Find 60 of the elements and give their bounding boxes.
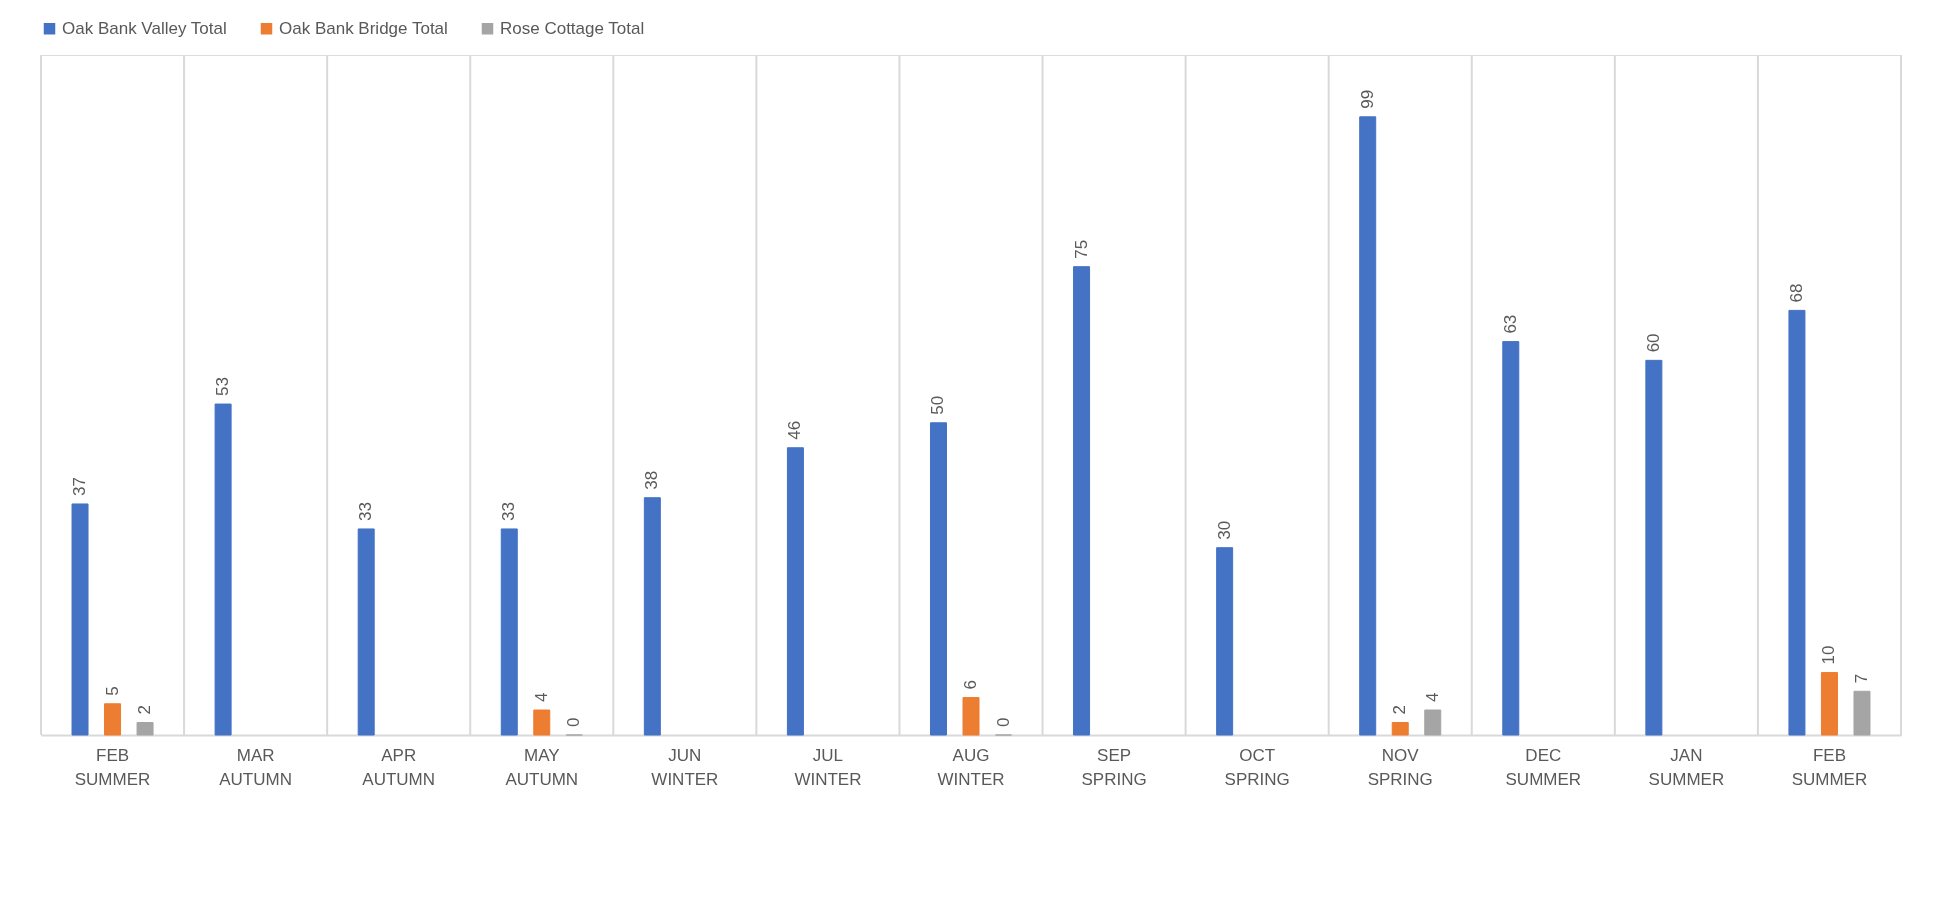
data-label: 0 [564, 717, 584, 727]
x-tick-label: JUL WINTER [794, 745, 862, 789]
x-tick-label: MAY AUTUMN [505, 745, 579, 789]
data-label: 4 [531, 692, 551, 703]
x-tick-label: SEP SPRING [1081, 745, 1147, 789]
data-label: 0 [993, 717, 1013, 727]
bar [643, 497, 661, 736]
data-label: 2 [135, 705, 155, 715]
bar [1645, 359, 1663, 736]
x-tick-label: FEB SUMMER [74, 745, 151, 789]
bar [533, 709, 551, 736]
x-tick-label: OCT SPRING [1224, 745, 1290, 789]
legend-label: Rose Cottage Total [500, 18, 645, 38]
data-label: 33 [356, 502, 376, 521]
bar [962, 697, 980, 736]
bar [1853, 690, 1871, 736]
bar [214, 403, 232, 736]
bar [1424, 709, 1442, 736]
data-label: 99 [1357, 89, 1377, 109]
bar [71, 503, 89, 736]
legend-label: Oak Bank Valley Total [62, 18, 227, 38]
x-tick-label: MAR AUTUMN [219, 745, 292, 789]
data-label: 33 [499, 502, 519, 521]
data-label: 6 [961, 680, 980, 690]
data-label: 60 [1643, 333, 1663, 353]
bar [1502, 341, 1520, 736]
data-label: 5 [102, 686, 122, 696]
data-label: 53 [213, 377, 233, 397]
data-label: 38 [642, 470, 662, 490]
bar [500, 528, 518, 736]
data-label: 63 [1500, 314, 1520, 334]
x-tick-label: NOV SPRING [1367, 745, 1433, 789]
bar [357, 528, 375, 736]
x-tick-label: AUG WINTER [937, 745, 1005, 789]
data-label: 75 [1071, 239, 1091, 259]
data-label: 7 [1851, 673, 1871, 684]
x-tick-label: FEB SUMMER [1791, 745, 1868, 789]
data-label: 68 [1786, 283, 1806, 303]
x-tick-label: JUN WINTER [651, 745, 719, 789]
bar [136, 722, 154, 736]
bar [1216, 547, 1234, 736]
bar [1391, 722, 1409, 736]
bar [1359, 116, 1377, 736]
bar [929, 422, 947, 736]
bar [1073, 266, 1091, 736]
x-tick-label: JAN SUMMER [1648, 745, 1725, 789]
data-label: 37 [70, 477, 90, 496]
bar [1820, 672, 1838, 736]
data-label: 4 [1422, 692, 1442, 703]
bar [786, 447, 804, 736]
x-tick-label: DEC SUMMER [1505, 745, 1582, 789]
bar [104, 703, 122, 736]
data-label: 2 [1390, 705, 1410, 715]
data-label: 50 [928, 395, 948, 415]
data-label: 30 [1214, 520, 1234, 540]
data-label: 46 [785, 420, 805, 440]
data-label: 10 [1819, 645, 1839, 665]
x-tick-label: APR AUTUMN [362, 745, 436, 789]
bar [1788, 309, 1806, 736]
legend-label: Oak Bank Bridge Total [279, 18, 448, 38]
